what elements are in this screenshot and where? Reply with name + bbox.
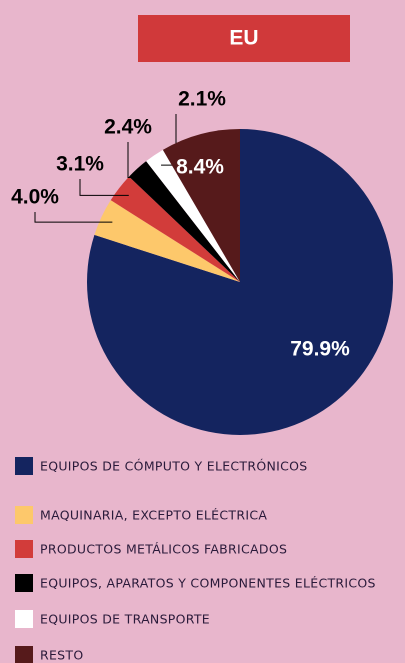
legend-swatch xyxy=(15,610,33,628)
legend-swatch xyxy=(15,457,33,475)
data-label: 2.4% xyxy=(104,116,152,139)
legend-label: MAQUINARIA, EXCEPTO ELÉCTRICA xyxy=(40,508,267,523)
legend-swatch xyxy=(15,646,33,663)
legend-label: RESTO xyxy=(40,648,84,663)
data-label: 3.1% xyxy=(56,153,104,176)
pie-slice xyxy=(146,149,240,282)
pie-slice xyxy=(162,129,240,282)
data-label: 79.9% xyxy=(290,338,350,361)
pie-slice xyxy=(94,200,241,282)
title-box xyxy=(138,15,350,62)
legend-label: EQUIPOS, APARATOS Y COMPONENTES ELÉCTRIC… xyxy=(40,576,376,591)
legend-swatch xyxy=(15,574,33,592)
legend-label: EQUIPOS DE TRANSPORTE xyxy=(40,612,210,627)
legend-swatch xyxy=(15,540,33,558)
data-label: 2.1% xyxy=(178,88,226,111)
legend-label: PRODUCTOS METÁLICOS FABRICADOS xyxy=(40,542,287,557)
leader-line xyxy=(34,212,113,223)
leader-line xyxy=(79,179,129,196)
legend-swatch xyxy=(15,506,33,524)
leader-line xyxy=(127,142,146,178)
pie-slice xyxy=(129,161,240,282)
data-label: 4.0% xyxy=(11,186,59,209)
data-label: 8.4% xyxy=(176,156,224,179)
chart-title: EU xyxy=(229,27,258,50)
legend-label: EQUIPOS DE CÓMPUTO Y ELECTRÓNICOS xyxy=(40,459,308,474)
pie-slice xyxy=(110,176,241,282)
